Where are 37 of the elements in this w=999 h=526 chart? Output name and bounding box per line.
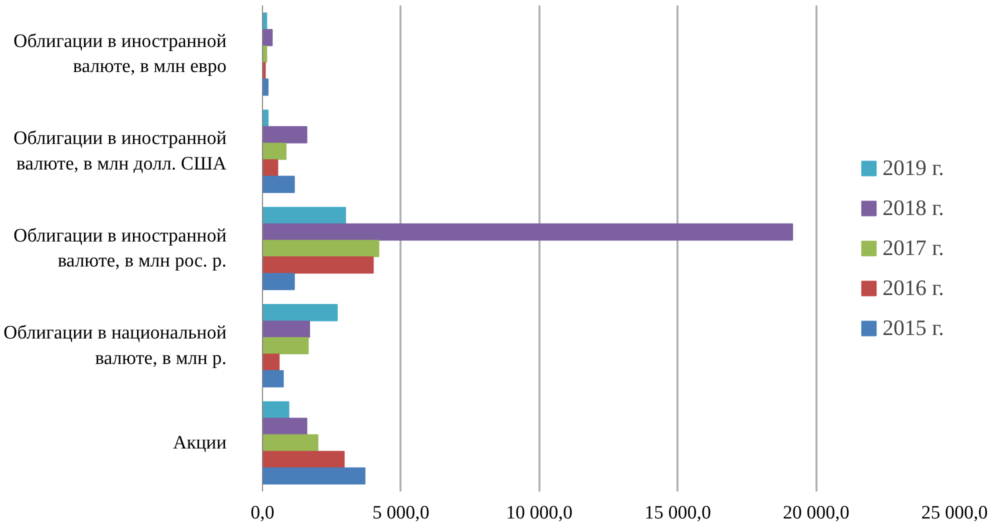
bar [262, 28, 273, 46]
bar [262, 401, 290, 418]
y-tick-label: Облигации в иностранной валюте, в млн долл. США [14, 128, 227, 174]
x-tick-label: 5 000,0 [372, 502, 430, 524]
bar [262, 126, 308, 144]
bar [262, 304, 338, 322]
bar [262, 159, 278, 176]
x-tick-label: 20 000,0 [782, 502, 850, 524]
bar [262, 256, 374, 274]
legend-label: 2015 г. [882, 315, 944, 341]
legend-label: 2016 г. [882, 275, 944, 301]
bar [262, 176, 295, 193]
x-tick-label: 10 000,0 [506, 502, 573, 524]
y-tick-label: Облигации в национальной валюте, в млн р. [4, 322, 227, 369]
bar [262, 467, 366, 485]
bar [262, 450, 345, 468]
legend-label: 2019 г. [882, 155, 944, 181]
y-tick-label: Облигации в иностранной валюте, в млн евро [14, 31, 227, 78]
bar [262, 337, 309, 354]
x-tick-label: 15 000,0 [644, 502, 711, 524]
bar [262, 78, 269, 96]
y-tick-label: Акции [173, 432, 227, 454]
y-tick-label: Облигации в иностранной валюте, в млн рос. р. [14, 225, 227, 272]
bar [262, 223, 794, 241]
bar [262, 370, 284, 388]
legend-label: 2018 г. [882, 195, 944, 221]
bar [262, 434, 318, 452]
bar [262, 206, 346, 224]
bar [262, 354, 280, 371]
bar [262, 142, 287, 160]
bar [262, 320, 310, 338]
bar [262, 272, 295, 290]
legend-label: 2017 г. [882, 235, 944, 261]
x-tick-label: 0,0 [250, 502, 274, 524]
bar [262, 240, 380, 258]
x-tick-label: 25 000,0 [921, 502, 988, 524]
bar [262, 418, 308, 435]
